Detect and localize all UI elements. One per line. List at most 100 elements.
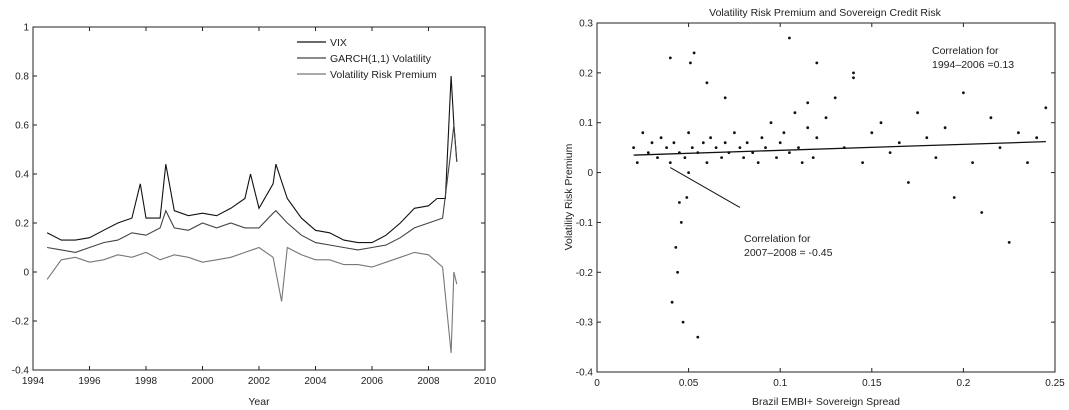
scatter-point: [793, 111, 797, 115]
annotation-corr-2007-2008-line1: Correlation for: [744, 233, 811, 245]
scatter-point: [806, 126, 810, 130]
scatter-point: [800, 161, 804, 165]
right-points: [632, 36, 1048, 339]
left-x-tick-label: 1994: [22, 376, 45, 387]
scatter-point: [672, 141, 676, 145]
scatter-point: [797, 146, 800, 150]
scatter-point: [760, 136, 764, 140]
scatter-point: [943, 126, 947, 130]
scatter-point: [756, 161, 760, 165]
scatter-point: [925, 136, 929, 140]
right-y-tick-label: 0.2: [579, 68, 593, 79]
scatter-point: [980, 211, 984, 214]
scatter-point: [852, 76, 855, 80]
right-y-tick-label: 0.3: [579, 19, 593, 30]
scatter-point: [690, 146, 694, 150]
right-x-axis-label: Brazil EMBI+ Sovereign Spread: [752, 396, 900, 408]
right-y-axis-label: Volatility Risk Premium: [563, 143, 575, 250]
annotation-corr-2007-2008-line2: 2007–2008 = -0.45: [744, 247, 833, 259]
right-x-tick-label: 0.15: [862, 378, 882, 389]
scatter-point: [683, 156, 687, 160]
scatter-point: [888, 151, 892, 155]
right-y-tick-label: -0.2: [576, 268, 594, 279]
left-y-tick-label: 0: [23, 268, 29, 279]
scatter-point: [788, 36, 791, 40]
scatter-point: [1044, 106, 1048, 110]
scatter-point: [738, 146, 742, 150]
left-x-tick-label: 1996: [78, 376, 101, 387]
scatter-point: [659, 136, 663, 140]
scatter-point: [811, 156, 815, 160]
scatter-point: [709, 136, 712, 140]
annotation-corr-1994-2006-line1: Correlation for: [932, 45, 999, 57]
scatter-point: [778, 141, 782, 145]
scatter-point: [764, 146, 767, 150]
scatter-point: [745, 141, 749, 145]
left-series-line-2: [46, 246, 458, 353]
scatter-point: [689, 61, 692, 65]
scatter-point: [952, 196, 956, 199]
scatter-point: [705, 81, 709, 85]
scatter-point: [815, 61, 819, 65]
scatter-point: [775, 156, 778, 160]
fit-line-1994-2006: [633, 141, 1046, 156]
right-y-tick-label: 0: [587, 168, 593, 179]
left-legend: VIX GARCH(1,1) Volatility Volatility Ris…: [297, 37, 437, 81]
scatter-point: [685, 196, 689, 199]
left-y-tick-label: 0.8: [15, 72, 29, 83]
scatter-point: [897, 141, 901, 145]
right-x-tick-label: 0.2: [956, 378, 970, 389]
fit-line-2007-2008: [670, 167, 741, 208]
scatter-point: [1017, 131, 1020, 135]
scatter-point: [720, 156, 723, 160]
scatter-point: [670, 300, 674, 304]
scatter-point: [687, 131, 690, 135]
left-y-tick-label: 0.6: [15, 121, 29, 132]
scatter-point: [989, 116, 993, 120]
scatter-point: [641, 131, 645, 135]
scatter-point: [687, 171, 690, 175]
scatter-point: [1007, 241, 1011, 244]
scatter-point: [788, 151, 791, 155]
left-y-tick-label: 0.2: [15, 219, 29, 230]
right-ticks: 0 0.05 0.1 0.15 0.2 0.25 -0.4 -0.3 -0.2 -0.1 0 0.1 0…: [576, 19, 1065, 390]
scatter-point: [934, 156, 938, 160]
left-x-tick-label: 2010: [474, 376, 497, 387]
scatter-point: [679, 221, 683, 224]
scatter-point: [815, 136, 819, 140]
scatter-point: [678, 201, 681, 204]
left-chart: 1994 1996 1998 2000 2002 2004 2006 2008 2010 -0.4…: [12, 23, 497, 409]
scatter-point: [714, 146, 718, 150]
scatter-point: [676, 270, 679, 274]
scatter-point: [962, 91, 965, 95]
left-x-tick-label: 1998: [135, 376, 158, 387]
left-series: [46, 75, 458, 353]
scatter-point: [1035, 136, 1039, 140]
right-chart-title: Volatility Risk Premium and Sovereign Cr…: [709, 7, 941, 19]
left-x-tick-label: 2006: [361, 376, 384, 387]
scatter-point: [806, 101, 810, 105]
scatter-point: [824, 116, 828, 120]
scatter-point: [665, 146, 668, 150]
scatter-point: [870, 131, 874, 135]
right-x-tick-label: 0.05: [679, 378, 699, 389]
left-y-tick-label: 1: [23, 23, 29, 34]
left-y-tick-label: -0.4: [12, 366, 30, 377]
annotation-corr-1994-2006-line2: 1994–2006 =0.13: [932, 59, 1014, 71]
scatter-point: [833, 96, 837, 100]
scatter-point: [733, 131, 736, 135]
scatter-point: [723, 96, 727, 100]
scatter-point: [742, 156, 745, 160]
scatter-point: [1026, 161, 1029, 165]
scatter-point: [701, 141, 705, 145]
right-y-tick-label: 0.1: [579, 118, 593, 129]
legend-label-vix: VIX: [330, 37, 347, 49]
scatter-point: [668, 56, 672, 60]
left-y-tick-label: 0.4: [15, 170, 29, 181]
legend-label-garch: GARCH(1,1) Volatility: [330, 53, 432, 65]
right-fit-lines: [633, 141, 1046, 208]
right-chart: Volatility Risk Premium and Sovereign Cr…: [563, 7, 1065, 408]
scatter-point: [650, 141, 654, 145]
left-x-tick-label: 2000: [191, 376, 214, 387]
